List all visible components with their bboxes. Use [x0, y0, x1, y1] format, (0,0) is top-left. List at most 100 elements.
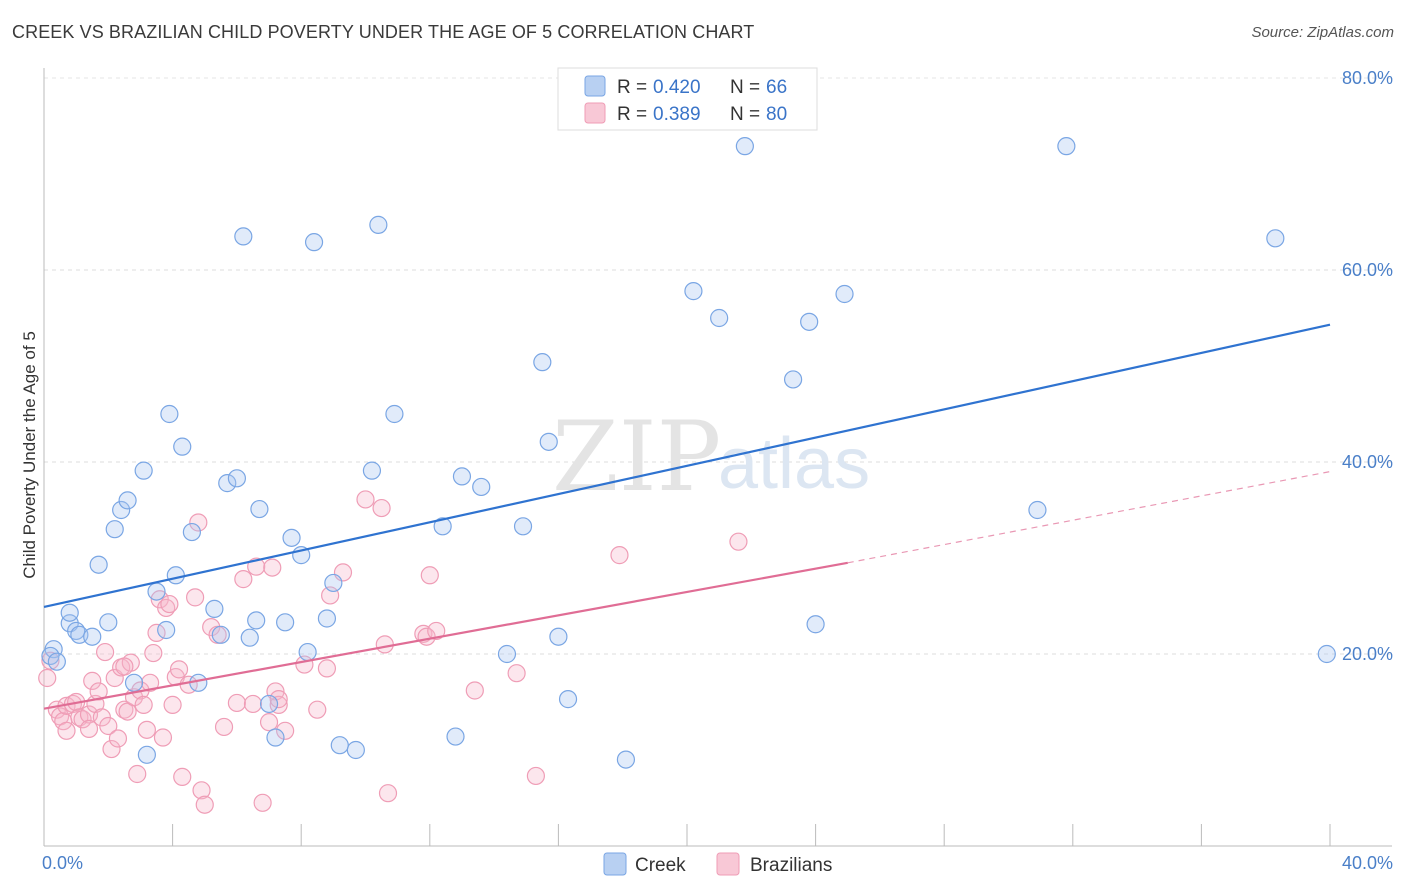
- creek-point-45: [452, 467, 472, 486]
- legend-r-value-creek: 0.420: [653, 77, 701, 98]
- creek-point-41: [369, 215, 388, 234]
- creek-point-6: [89, 555, 108, 574]
- creek-point-21: [205, 599, 224, 618]
- brazilians-point-27: [128, 764, 147, 784]
- brazilians-point-74: [507, 664, 526, 683]
- legend-swatch-creek: [584, 75, 606, 97]
- brazilians-point-12: [79, 719, 99, 738]
- brazilians-point-50: [227, 693, 246, 713]
- creek-point-8: [105, 520, 124, 539]
- brazilians-point-29: [134, 695, 153, 714]
- creek-point-2: [60, 603, 79, 622]
- brazilians-point-19: [102, 739, 121, 759]
- creek-point-57: [783, 370, 803, 389]
- y-tick-label-1: 40.0%: [1342, 452, 1393, 472]
- creek-point-43: [433, 517, 452, 536]
- legend: R = 0.420 N = 66 R = 0.389 N = 80: [557, 67, 818, 131]
- brazilians-point-15: [89, 682, 108, 701]
- bottom-legend-swatch-creek: [603, 852, 627, 876]
- creek-point-49: [533, 353, 552, 372]
- creek-point-31: [276, 613, 295, 632]
- creek-point-27: [247, 611, 266, 630]
- creek-point-37: [324, 573, 343, 593]
- creek-point-29: [259, 694, 279, 714]
- brazilians-point-79: [115, 657, 134, 676]
- creek-point-26: [240, 628, 259, 647]
- creek-point-13: [137, 745, 156, 764]
- brazilians-point-17: [95, 642, 115, 662]
- brazilians-point-32: [144, 643, 163, 663]
- creek-point-54: [684, 282, 703, 301]
- x-tick-label-0: 0.0%: [42, 853, 83, 873]
- brazilians-point-54: [253, 793, 272, 812]
- brazilians-point-23: [115, 700, 134, 719]
- creek-point-15: [157, 620, 176, 640]
- bottom-legend-swatch-brazilians: [716, 852, 740, 876]
- creek-point-46: [472, 477, 491, 497]
- creek-point-12: [134, 461, 153, 480]
- bottom-legend: Creek Brazilians: [603, 852, 832, 876]
- bottom-legend-label-brazilians: Brazilians: [750, 855, 832, 876]
- creek-point-48: [513, 517, 533, 536]
- y-tick-label-3: 80.0%: [1342, 68, 1393, 88]
- tick-labels: 20.0% 40.0% 60.0% 80.0% 0.0% 40.0%: [42, 68, 1393, 873]
- brazilians-point-21: [108, 729, 128, 748]
- brazilians-trend-line: [43, 561, 848, 710]
- creek-point-25: [234, 227, 253, 246]
- legend-n-label-brazilians: N =: [730, 104, 760, 125]
- brazilians-point-66: [372, 498, 391, 518]
- creek-point-59: [806, 615, 825, 634]
- creek-point-18: [173, 437, 192, 456]
- creek-point-35: [304, 233, 324, 252]
- creek-point-60: [835, 284, 854, 304]
- legend-r-label-creek: R =: [617, 77, 647, 98]
- y-axis-label: Child Poverty Under the Age of 5: [20, 331, 39, 579]
- source-label: Source: ZipAtlas.com: [1251, 24, 1394, 41]
- creek-point-30: [266, 728, 285, 747]
- brazilians-point-38: [163, 695, 182, 714]
- brazilians-point-30: [137, 720, 156, 739]
- creek-point-9: [112, 500, 131, 520]
- x-tick-label-1: 40.0%: [1342, 853, 1393, 873]
- legend-swatch-brazilians: [584, 102, 606, 124]
- creek-point-53: [616, 750, 636, 769]
- creek-point-7: [99, 613, 118, 632]
- brazilians-point-13: [83, 671, 102, 690]
- creek-point-52: [558, 690, 578, 709]
- brazilians-point-1: [41, 651, 60, 670]
- creek-point-50: [539, 432, 558, 451]
- trend-lines: [43, 323, 1331, 710]
- brazilians-point-68: [378, 784, 398, 803]
- creek-point-32: [282, 528, 301, 547]
- brazilians-point-51: [234, 570, 253, 589]
- brazilians-trend-extension: [847, 471, 1331, 564]
- brazilians-point-56: [263, 558, 282, 577]
- creek-point-51: [549, 627, 568, 646]
- legend-r-label-brazilians: R =: [617, 104, 647, 125]
- brazilians-point-71: [420, 566, 439, 585]
- brazilians-point-77: [729, 532, 748, 551]
- creek-point-10: [118, 491, 137, 510]
- creek-point-14: [147, 582, 166, 601]
- creek-point-58: [800, 312, 819, 331]
- creek-point-62: [1057, 137, 1076, 156]
- creek-point-55: [710, 308, 729, 328]
- brazilians-point-62: [317, 659, 337, 678]
- brazilians-point-6: [57, 721, 76, 740]
- creek-point-44: [446, 727, 465, 746]
- watermark-zip: ZIP: [552, 401, 721, 513]
- legend-r-value-brazilians: 0.389: [653, 104, 701, 125]
- creek-point-19: [182, 522, 201, 542]
- creek-point-38: [330, 736, 349, 755]
- creek-point-36: [317, 609, 337, 628]
- creek-point-39: [346, 740, 365, 760]
- brazilians-point-52: [243, 694, 263, 714]
- brazilians-point-41: [173, 767, 192, 786]
- creek-point-56: [735, 137, 754, 156]
- brazilians-point-45: [192, 781, 211, 800]
- brazilians-point-31: [140, 673, 160, 692]
- brazilians-point-61: [308, 700, 327, 719]
- brazilians-point-73: [465, 681, 484, 700]
- brazilians-point-78: [269, 690, 288, 709]
